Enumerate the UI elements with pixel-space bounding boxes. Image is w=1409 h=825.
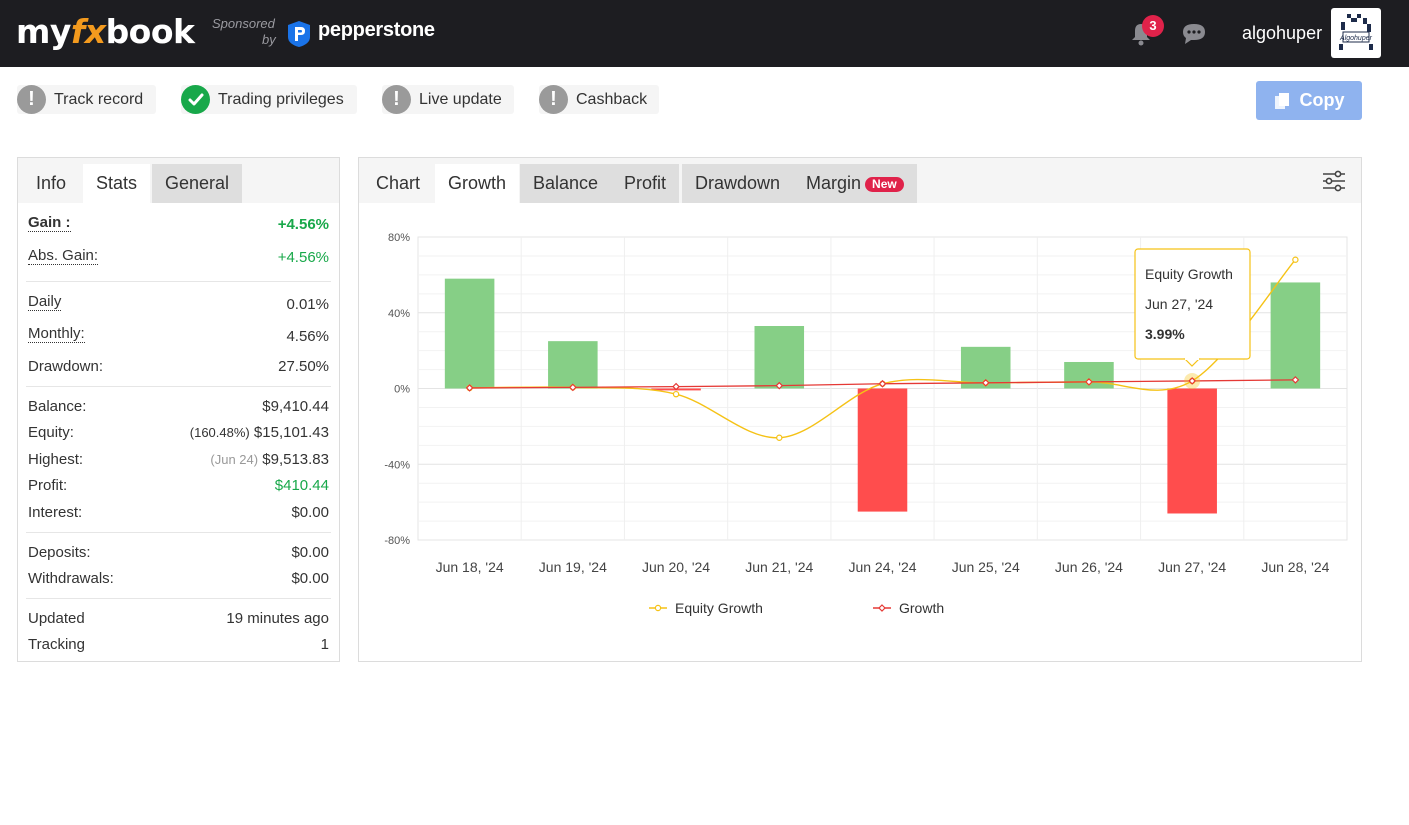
status-trading-privileges[interactable]: Trading privileges (181, 85, 357, 114)
tooltip-title: Equity Growth (1145, 266, 1233, 282)
status-live-update[interactable]: ! Live update (382, 85, 514, 114)
x-tick-label: Jun 20, '24 (642, 559, 710, 575)
equity-point (776, 434, 783, 441)
y-tick-label: 40% (388, 308, 410, 320)
avatar-logo-icon: Algohuper (1339, 14, 1373, 50)
tooltip-value: 3.99% (1145, 326, 1185, 342)
sponsored-label: Sponsored by (212, 16, 276, 47)
x-tick-label: Jun 24, '24 (848, 559, 916, 575)
legend-item[interactable]: Equity Growth (649, 600, 763, 616)
tab-drawdown[interactable]: Drawdown (682, 164, 794, 203)
y-tick-label: -40% (384, 459, 410, 471)
growth-point (568, 383, 577, 392)
legend-marker (654, 604, 662, 612)
growth-point (981, 378, 990, 387)
chat-icon[interactable] (1181, 22, 1207, 46)
status-track-record[interactable]: ! Track record (17, 85, 156, 114)
chart-bar (1270, 282, 1321, 389)
legend-label: Growth (899, 600, 944, 616)
growth-chart[interactable]: 80% 40% 0% -40% -80% Jun 18, '24 Jun 19, '24 J… (359, 203, 1361, 661)
y-tick-label: 0% (394, 384, 410, 396)
username[interactable]: algohuper (1242, 23, 1323, 43)
chart-bar (1167, 388, 1217, 514)
divider (26, 386, 331, 387)
svg-text:Algohuper: Algohuper (1339, 35, 1373, 42)
growth-point (1085, 378, 1093, 386)
chart-bar (548, 341, 598, 389)
exclamation-icon: ! (539, 85, 568, 114)
chart-panel: Chart Growth Balance Profit Drawdown Mar… (358, 157, 1362, 662)
divider (26, 532, 331, 533)
tab-profit[interactable]: Profit (611, 164, 680, 203)
avatar[interactable]: Algohuper (1331, 8, 1381, 58)
growth-point (465, 384, 474, 392)
tab-stats[interactable]: Stats (83, 164, 151, 203)
myfxbook-logo[interactable]: myfxbook (16, 12, 195, 51)
exclamation-icon: ! (17, 85, 46, 114)
equity-point (1292, 256, 1299, 263)
chart-bar (754, 326, 805, 389)
y-tick-label: -80% (384, 535, 410, 547)
new-badge: New (865, 176, 904, 192)
pepperstone-name[interactable]: pepperstone (318, 19, 435, 41)
tab-info[interactable]: Info (36, 173, 67, 193)
x-tick-label: Jun 21, '24 (745, 559, 813, 575)
divider (26, 281, 331, 282)
chart-bar (444, 278, 495, 389)
settings-sliders-icon[interactable] (1321, 168, 1347, 194)
top-navbar: myfxbook Sponsored by pepperstone 3 algo… (0, 0, 1409, 67)
growth-point (1188, 377, 1197, 385)
x-tick-label: Jun 27, '24 (1158, 559, 1226, 575)
x-tick-label: Jun 25, '24 (952, 559, 1020, 575)
legend-item[interactable]: Growth (873, 600, 944, 616)
tab-balance[interactable]: Balance (520, 164, 612, 203)
chart-tooltip: Equity Growth Jun 27, '24 3.99% (1134, 248, 1251, 367)
growth-point (878, 379, 887, 388)
x-tick-label: Jun 18, '24 (436, 559, 504, 575)
stats-panel: Info Stats General Gain : +4.56% Abs. Ga… (17, 157, 340, 662)
stats-tabs: Info Stats General (18, 158, 339, 203)
chart-bar (857, 388, 908, 512)
copy-button[interactable]: Copy (1256, 81, 1362, 120)
growth-point (672, 382, 680, 391)
legend-label: Equity Growth (675, 600, 763, 616)
tab-chart[interactable]: Chart (376, 173, 421, 193)
chart-tabs: Chart Growth Balance Profit Drawdown Mar… (359, 158, 1361, 203)
tab-margin[interactable]: Margin New (793, 164, 917, 203)
status-cashback[interactable]: ! Cashback (539, 85, 659, 114)
divider (26, 598, 331, 599)
x-tick-label: Jun 19, '24 (539, 559, 607, 575)
x-tick-label: Jun 26, '24 (1055, 559, 1123, 575)
check-icon (181, 85, 210, 114)
growth-point (1291, 376, 1300, 384)
equity-point (672, 390, 680, 398)
legend-marker (878, 604, 886, 612)
copy-icon (1274, 92, 1289, 109)
pepperstone-logo-icon[interactable] (284, 19, 314, 49)
notification-badge: 3 (1142, 15, 1164, 37)
y-tick-label: 80% (388, 232, 410, 244)
x-tick-label: Jun 28, '24 (1261, 559, 1329, 575)
tooltip-date: Jun 27, '24 (1145, 296, 1213, 312)
tab-general[interactable]: General (152, 164, 243, 203)
tab-growth[interactable]: Growth (435, 164, 520, 203)
growth-point (775, 381, 784, 390)
exclamation-icon: ! (382, 85, 411, 114)
